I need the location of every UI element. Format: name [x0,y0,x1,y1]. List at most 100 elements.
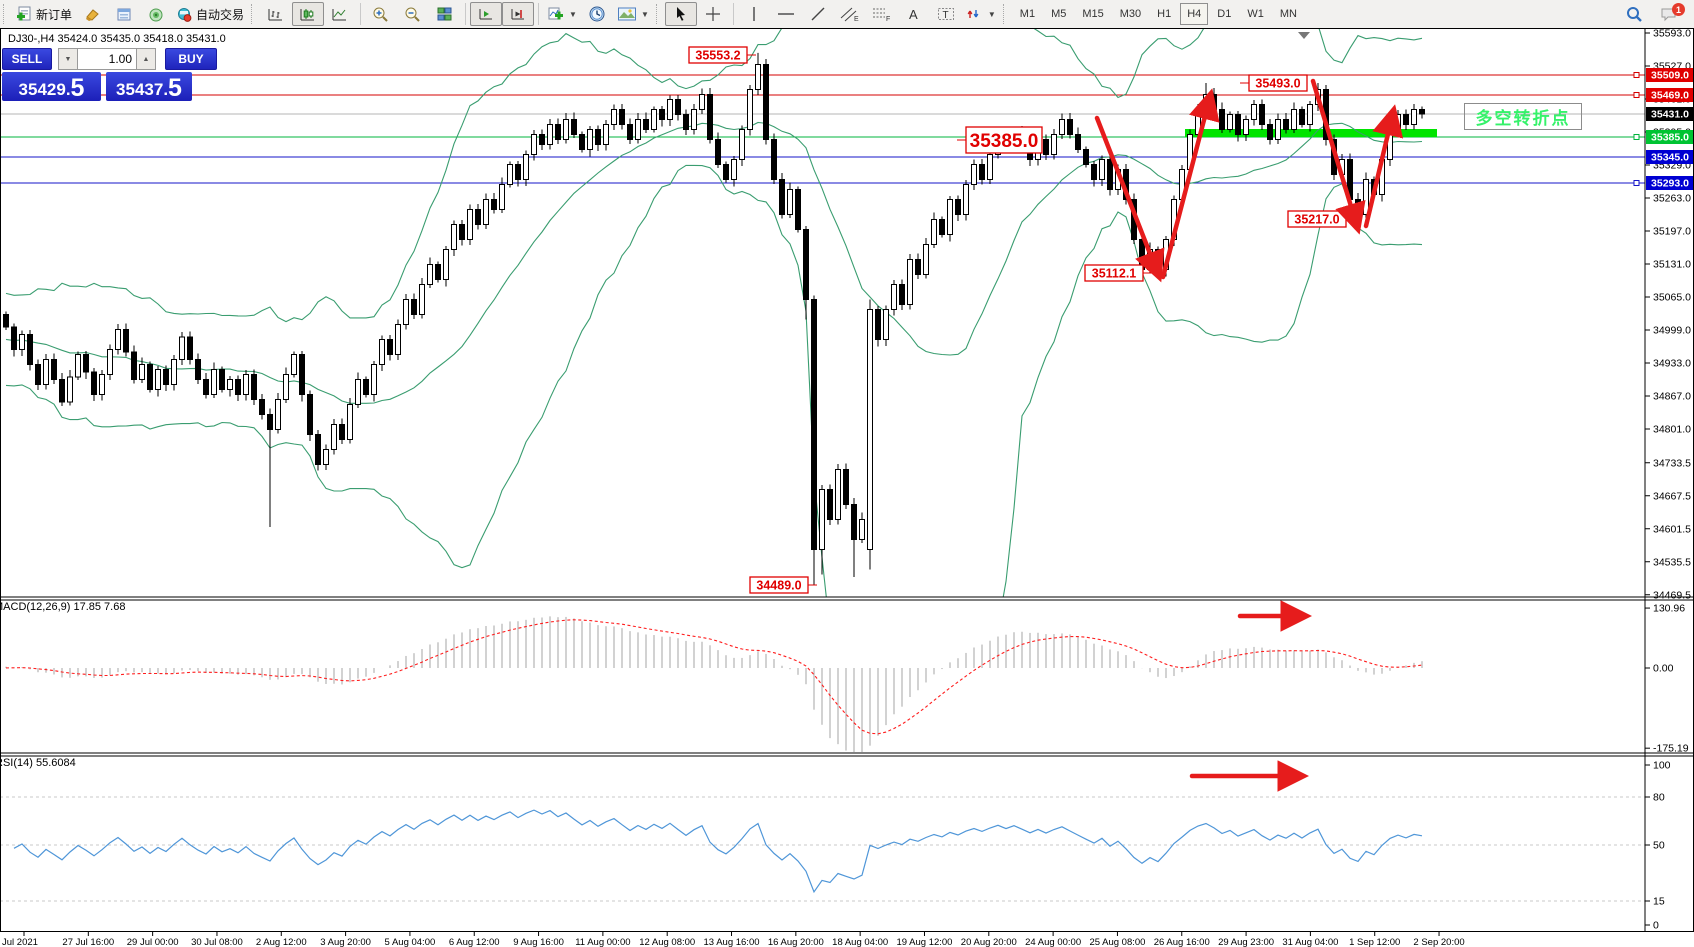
svg-text:35293.0: 35293.0 [1651,178,1689,190]
new-order-button[interactable]: 新订单 [12,2,76,26]
bull-bear-turning-point-annotation[interactable]: 多空转折点 [1464,103,1582,130]
signals-button[interactable] [140,2,172,26]
new-order-icon [17,6,31,20]
timeframe-M15[interactable]: M15 [1082,8,1104,20]
search-button[interactable] [1618,2,1650,26]
timeframe-W1[interactable]: W1 [1247,8,1264,20]
price-chart-canvas[interactable]: 35553.2 35493.0 35385.0 35112.1 35217.0 34489… [0,28,1694,947]
styler-button[interactable] [76,2,108,26]
text-button[interactable]: A [898,2,930,26]
templates-button[interactable]: ▼ [613,2,653,26]
svg-text:F: F [886,16,890,22]
svg-text:E: E [854,16,859,22]
svg-text:34535.5: 34535.5 [1653,556,1691,568]
cursor-button[interactable] [664,2,697,26]
rsi-indicator-label: RSI(14) 55.6084 [0,757,76,769]
svg-text:34999.0: 34999.0 [1653,325,1691,337]
svg-text:35509.0: 35509.0 [1651,70,1689,82]
svg-text:35345.0: 35345.0 [1651,152,1689,164]
sell-price-main: 35429. [18,80,71,99]
buy-price-display[interactable]: 35437. 5 [106,72,192,101]
chart-shift-icon [511,9,525,20]
svg-text:35385.0: 35385.0 [970,131,1039,152]
svg-text:-175.19: -175.19 [1653,743,1689,755]
chart-window[interactable]: 35553.2 35493.0 35385.0 35112.1 35217.0 34489… [0,28,1694,947]
fibonacci-button[interactable]: F [866,2,898,26]
volume-decrease-button[interactable]: ▼ [58,48,78,70]
toolbar-grip[interactable] [3,4,9,24]
buy-price-main: 35437. [116,80,169,99]
toolbar-grip[interactable] [655,4,662,24]
crosshair-icon [705,7,720,21]
timeframe-H4[interactable]: H4 [1180,3,1209,25]
svg-text:Jul 2021: Jul 2021 [2,937,38,947]
svg-text:35493.0: 35493.0 [1255,77,1300,91]
svg-text:80: 80 [1653,792,1665,804]
market-watch-icon [117,8,131,20]
trendline-button[interactable] [802,2,834,26]
timeframe-M5[interactable]: M5 [1051,8,1067,20]
timeframe-M30[interactable]: M30 [1119,8,1142,20]
timeframe-M1[interactable]: M1 [1019,8,1036,20]
market-watch-button[interactable] [108,2,140,26]
svg-text:130.96: 130.96 [1653,603,1685,615]
zoom-out-button[interactable] [397,2,429,26]
text-label-button[interactable]: T [930,2,962,26]
sell-button[interactable]: SELL [2,48,52,70]
svg-text:24 Aug 00:00: 24 Aug 00:00 [1025,937,1081,947]
svg-text:13 Aug 16:00: 13 Aug 16:00 [704,937,760,947]
buy-button[interactable]: BUY [165,48,217,70]
periods-clock-button[interactable] [581,2,613,26]
svg-text:2 Sep 20:00: 2 Sep 20:00 [1413,937,1464,947]
svg-text:30 Jul 08:00: 30 Jul 08:00 [191,937,243,947]
candlestick-chart-icon [300,9,315,21]
zoom-out-icon [405,7,420,22]
arrows-dropdown-arrow: ▼ [987,9,996,19]
bar-chart-button[interactable] [260,2,292,26]
svg-text:35431.0: 35431.0 [1651,109,1689,121]
svg-text:34601.5: 34601.5 [1653,523,1691,535]
timeframe-MN[interactable]: MN [1279,8,1297,20]
toolbar-grip[interactable] [251,4,257,24]
svg-text:35553.2: 35553.2 [695,49,740,63]
zoom-in-button[interactable] [365,2,397,26]
arrows-objects-button[interactable]: ▼ [962,2,1000,26]
svg-text:2 Aug 12:00: 2 Aug 12:00 [256,937,307,947]
indicators-button[interactable]: ▼ [543,2,581,26]
volume-input[interactable] [78,48,136,70]
svg-text:16 Aug 20:00: 16 Aug 20:00 [768,937,824,947]
styler-icon [85,8,99,21]
auto-trading-button[interactable]: 自动交易 [172,2,248,26]
svg-text:34733.5: 34733.5 [1653,457,1691,469]
notifications-button[interactable]: 1 [1650,2,1688,26]
sell-price-display[interactable]: 35429. 5 [2,72,101,101]
svg-text:12 Aug 08:00: 12 Aug 08:00 [639,937,695,947]
tile-windows-icon [437,7,452,21]
horizontal-line-icon [777,13,794,15]
svg-text:T: T [942,10,948,21]
horizontal-line-button[interactable] [770,2,802,26]
volume-increase-button[interactable]: ▲ [136,48,156,70]
signals-icon [149,8,163,21]
toolbar-grip[interactable] [1002,4,1009,24]
crosshair-button[interactable] [697,2,729,26]
chart-shift-button[interactable] [502,2,535,26]
bar-chart-icon [268,9,283,21]
templates-icon [617,7,636,21]
line-chart-button[interactable] [324,2,356,26]
candlestick-chart-button[interactable] [292,2,325,26]
svg-text:35217.0: 35217.0 [1294,213,1339,227]
timeframe-D1[interactable]: D1 [1217,8,1232,20]
tile-windows-button[interactable] [429,2,461,26]
auto-scroll-button[interactable] [470,2,503,26]
svg-text:15: 15 [1653,896,1665,908]
vertical-line-button[interactable] [738,2,770,26]
svg-text:34867.0: 34867.0 [1653,391,1691,403]
svg-text:6 Aug 12:00: 6 Aug 12:00 [449,937,500,947]
search-icon [1627,7,1642,22]
timeframe-H1[interactable]: H1 [1157,8,1172,20]
equidistant-channel-button[interactable]: E [834,2,866,26]
svg-text:26 Aug 16:00: 26 Aug 16:00 [1154,937,1210,947]
svg-text:34933.0: 34933.0 [1653,358,1691,370]
svg-text:35065.0: 35065.0 [1653,292,1691,304]
